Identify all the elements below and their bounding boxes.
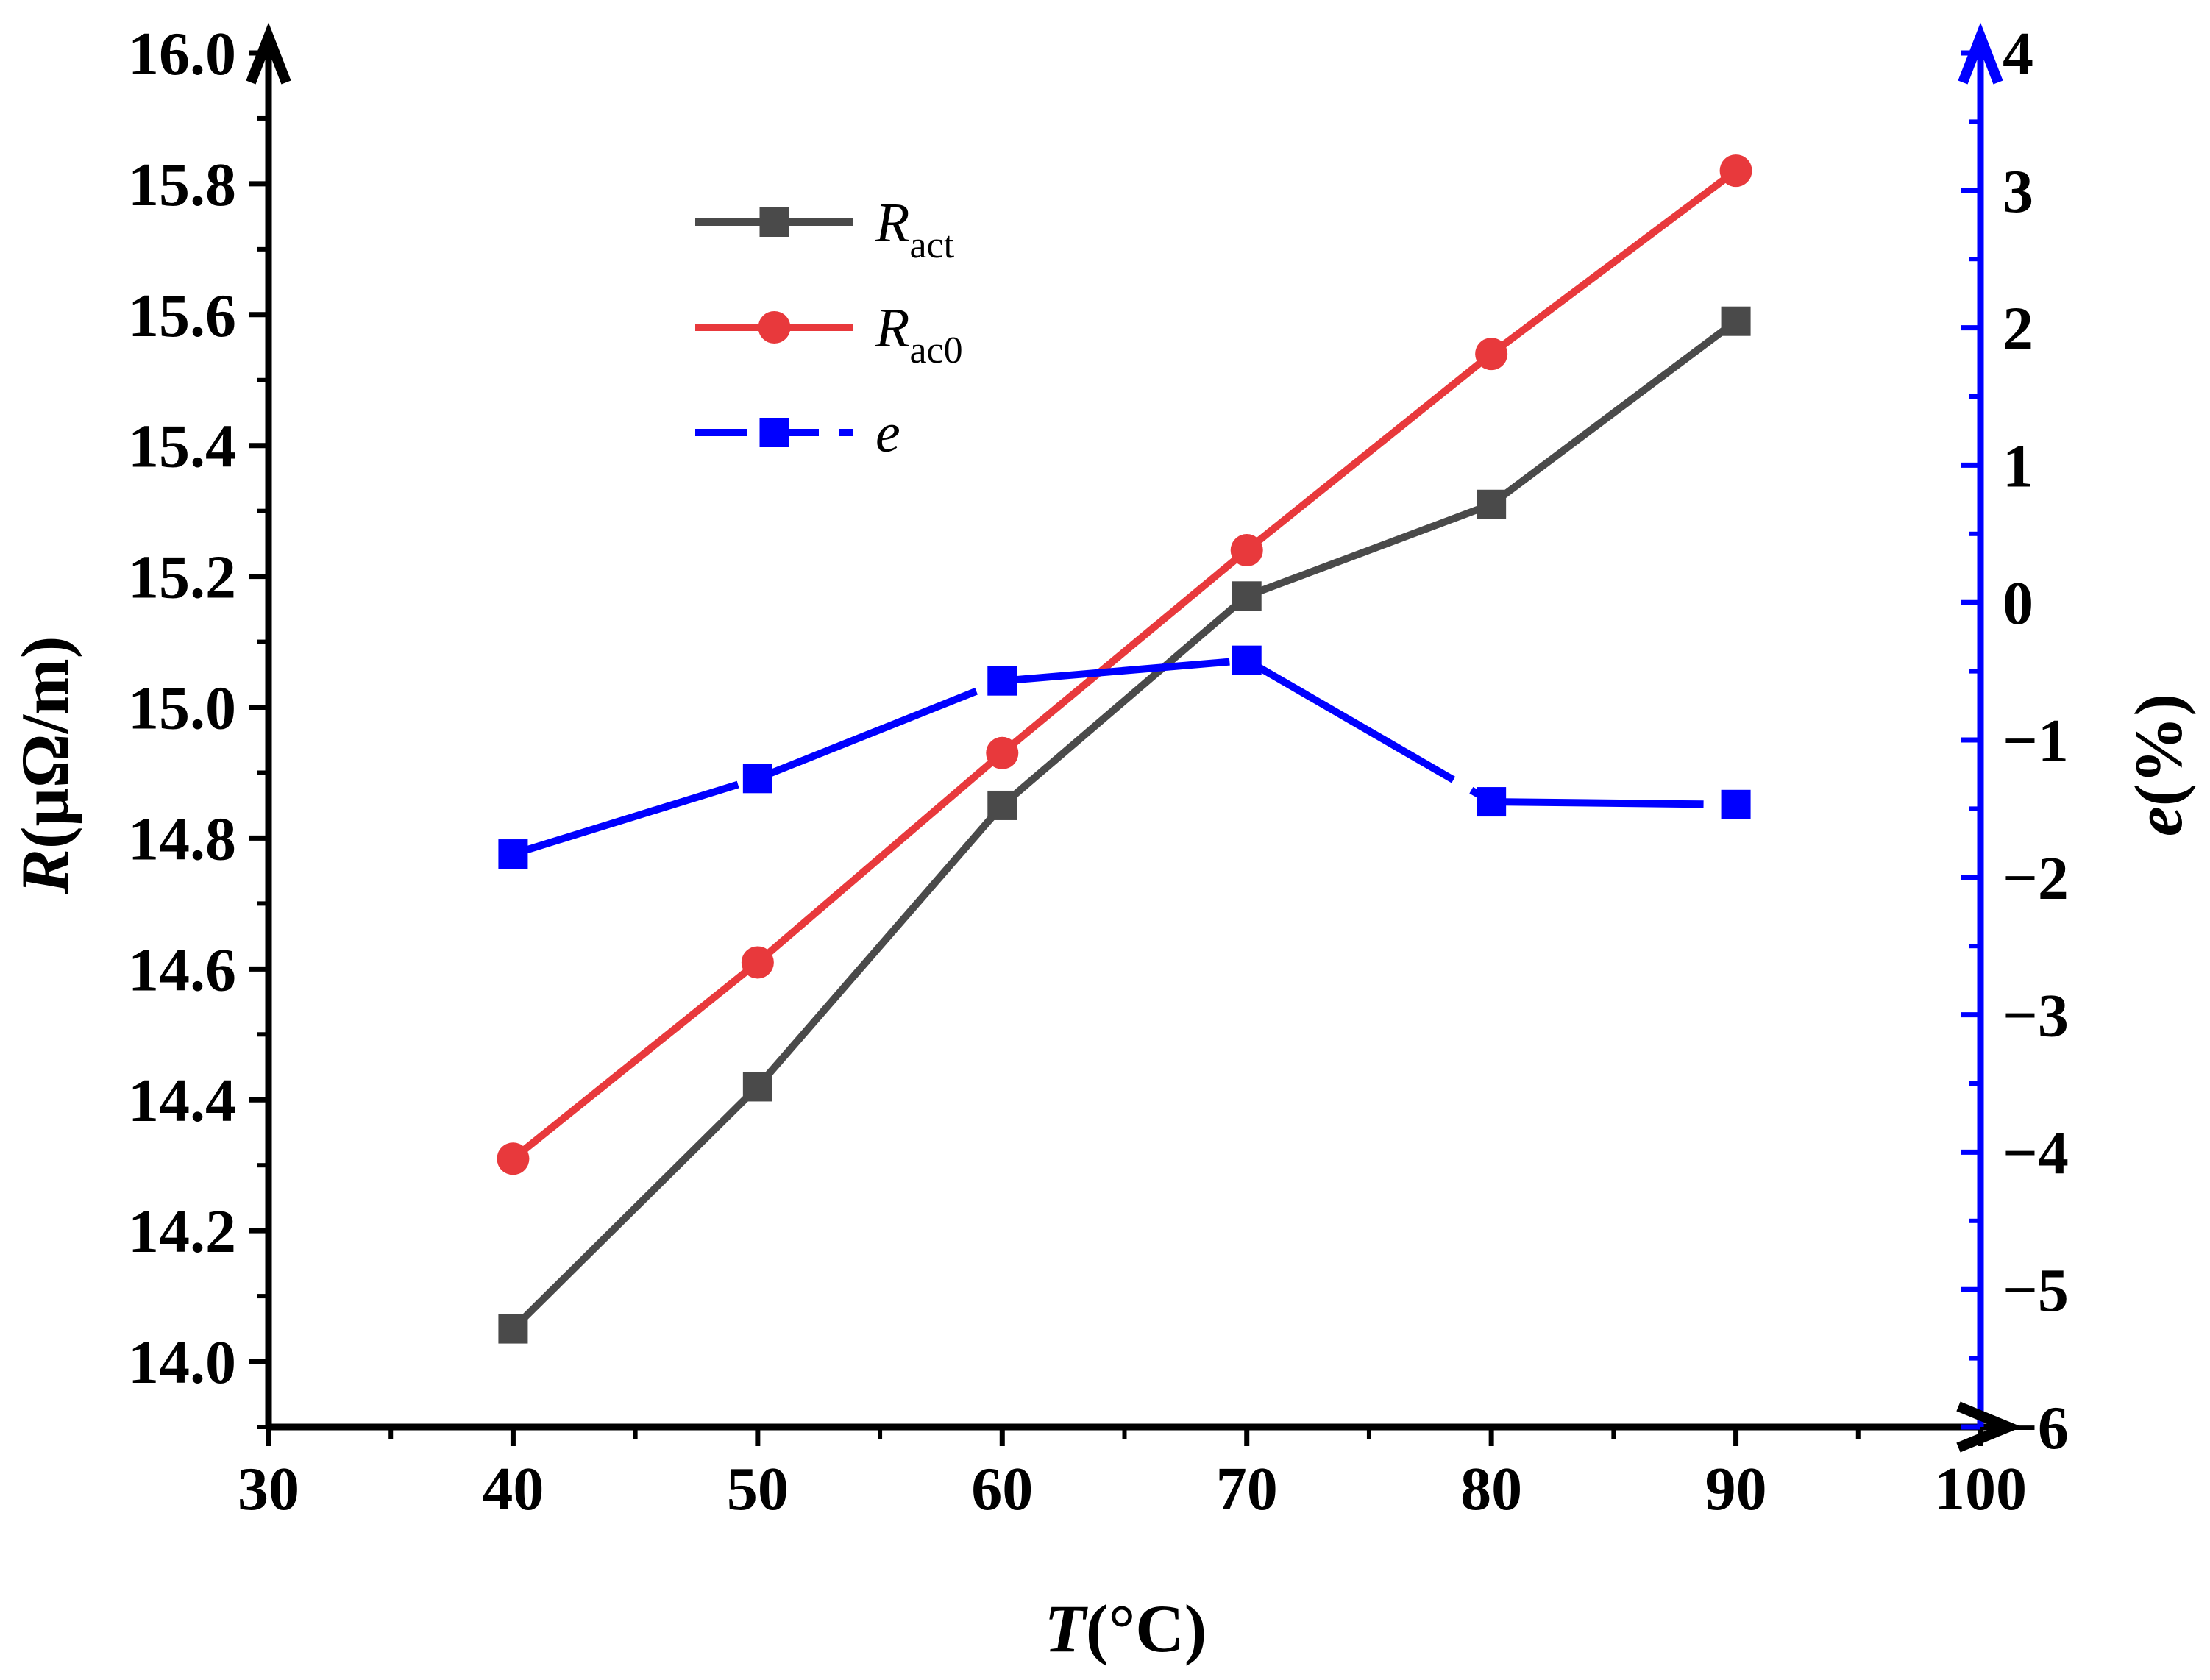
data-point-e [1232, 645, 1262, 675]
data-point-e [987, 666, 1017, 696]
y-axis-right-title: e(%) [2121, 694, 2196, 836]
x-tick-label: 100 [1934, 1455, 2027, 1523]
x-axis-title: T(°C) [1045, 1591, 1207, 1666]
y-left-tick-label: 14.6 [128, 936, 236, 1004]
y-right-tick-label: 2 [2003, 295, 2033, 363]
data-point-R_act [1721, 306, 1751, 336]
legend-label-sub: act [909, 224, 954, 266]
data-point-R_act [987, 790, 1017, 820]
legend-label-R_act: Ract [875, 192, 955, 266]
y-left-tick-label: 15.2 [128, 544, 236, 612]
x-tick-label: 70 [1216, 1455, 1278, 1523]
y-right-tick-label: 3 [2003, 157, 2033, 226]
y-left-tick-label: 14.4 [128, 1067, 236, 1135]
data-point-R_act [742, 1072, 772, 1102]
legend-marker-R_ac0 [758, 311, 791, 344]
x-tick-label: 30 [238, 1455, 299, 1523]
x-tick-label: 50 [727, 1455, 789, 1523]
x-axis-unit: (°C) [1086, 1591, 1207, 1666]
data-point-R_ac0 [986, 736, 1019, 769]
y-axis-left-unit: (μΩ/m) [7, 636, 82, 849]
y-right-tick-label: −4 [2003, 1119, 2069, 1187]
series-R_ac0 [497, 154, 1752, 1175]
series-e [498, 645, 1751, 869]
y-left-tick-label: 14.2 [128, 1197, 236, 1266]
x-tick-label: 60 [971, 1455, 1033, 1523]
data-point-R_act [1477, 489, 1507, 519]
legend-item-e: e [695, 402, 900, 464]
y-left-tick-label: 15.4 [128, 413, 236, 481]
y-right-tick-label: −2 [2003, 844, 2069, 913]
x-tick-label: 80 [1460, 1455, 1522, 1523]
x-axis-arrow [1956, 1401, 2022, 1453]
data-point-R_ac0 [497, 1142, 530, 1175]
legend-marker-R_act [759, 207, 789, 237]
y-axis-right-unit: (%) [2121, 694, 2196, 806]
y-right-tick-label: −3 [2003, 982, 2069, 1050]
data-point-e [742, 764, 772, 794]
y-right-tick-label: 4 [2003, 20, 2033, 88]
data-point-R_ac0 [1475, 338, 1508, 371]
x-tick-label: 40 [482, 1455, 544, 1523]
y-left-tick-label: 16.0 [128, 20, 236, 88]
series-line-e [511, 656, 1736, 858]
data-point-R_ac0 [1719, 154, 1752, 188]
legend-label-main: R [875, 297, 909, 359]
y-right-tick-label: −6 [2003, 1394, 2069, 1462]
y-left-tick-label: 15.6 [128, 282, 236, 350]
legend-item-R_ac0: Rac0 [695, 297, 963, 371]
y-right-tick-label: 1 [2003, 432, 2033, 500]
y-axis-right-symbol: e [2121, 806, 2196, 836]
y-left-tick-label: 15.0 [128, 675, 236, 743]
axis-layer: 30 40 50 60 70 80 90 10014.014.214.414.614.815.… [128, 20, 2069, 1523]
data-point-e [1477, 787, 1507, 817]
series-layer [497, 154, 1752, 1344]
y-right-tick-label: 0 [2003, 569, 2033, 638]
y-axis-left-title: R(μΩ/m) [7, 636, 82, 895]
legend-label-R_ac0: Rac0 [875, 297, 963, 371]
series-R_act [498, 306, 1751, 1344]
legend-label-main: R [875, 192, 909, 254]
y-right-tick-label: −1 [2003, 707, 2069, 775]
legend-marker-e [759, 418, 789, 447]
legend-item-R_act: Ract [695, 192, 955, 266]
y-left-tick-label: 14.8 [128, 805, 236, 873]
y-left-tick-label: 14.0 [128, 1328, 236, 1397]
data-point-R_ac0 [741, 946, 774, 979]
data-point-R_act [1232, 581, 1262, 611]
data-point-R_ac0 [1230, 534, 1263, 567]
data-point-R_act [498, 1314, 528, 1344]
y-right-tick-label: −5 [2003, 1256, 2069, 1325]
data-point-e [498, 839, 528, 869]
y-axis-left-arrow [246, 22, 291, 85]
y-axis-right-arrow [1958, 22, 2003, 85]
series-line-R_ac0 [511, 168, 1738, 1162]
legend-label-sub: ac0 [909, 330, 962, 371]
legend-label-main: e [875, 402, 900, 464]
y-left-tick-label: 15.8 [128, 151, 236, 219]
data-point-e [1721, 789, 1751, 819]
x-axis-symbol: T [1045, 1591, 1089, 1666]
legend-label-e: e [875, 402, 900, 464]
series-line-R_act [510, 318, 1738, 1332]
y-axis-left-symbol: R [7, 849, 82, 894]
x-tick-label: 90 [1705, 1455, 1767, 1523]
